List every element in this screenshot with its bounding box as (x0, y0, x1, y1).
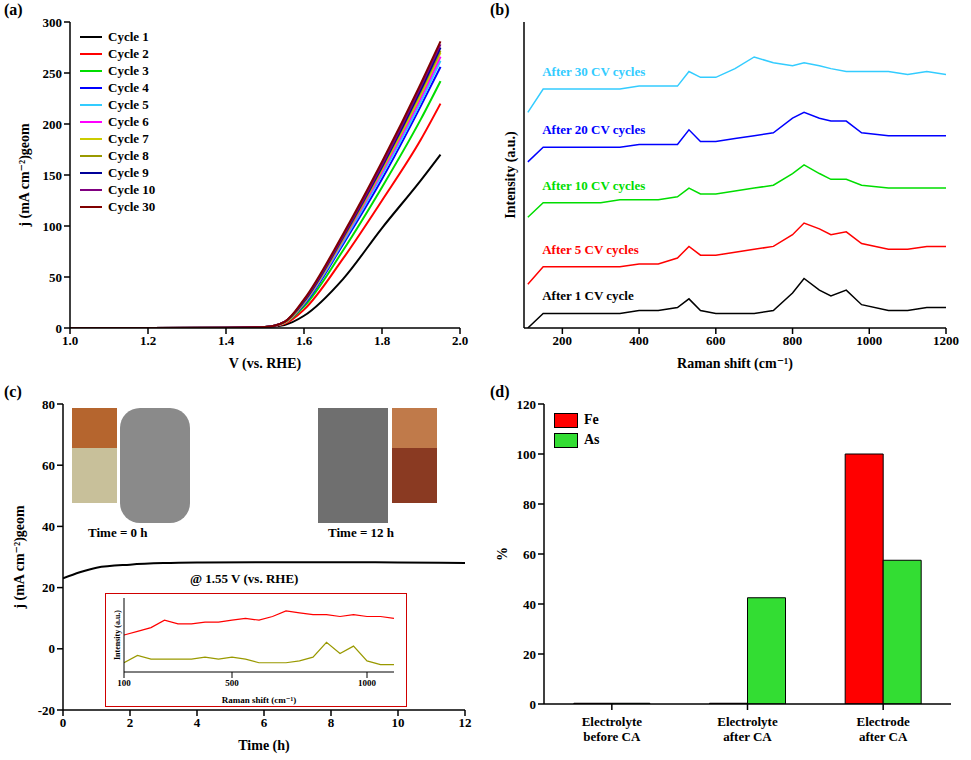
svg-text:20: 20 (42, 580, 55, 595)
svg-text:2: 2 (127, 715, 134, 730)
svg-text:60: 60 (523, 547, 536, 562)
svg-text:V (vs. RHE): V (vs. RHE) (229, 356, 302, 372)
svg-text:10: 10 (392, 715, 405, 730)
svg-text:j (mA cm⁻²)geom: j (mA cm⁻²)geom (12, 505, 28, 610)
svg-text:0: 0 (60, 715, 67, 730)
svg-text:Electrolytebefore CA: Electrolytebefore CA (582, 714, 643, 744)
svg-text:100: 100 (43, 219, 63, 234)
html-text:Cycle 4: Cycle 4 (108, 79, 149, 95)
html-text:Fe: Fe (584, 412, 599, 427)
svg-text:40: 40 (523, 597, 536, 612)
svg-text:0: 0 (49, 641, 56, 656)
html-text:Cycle 8: Cycle 8 (108, 147, 149, 163)
html-text:Cycle 9: Cycle 9 (108, 164, 149, 180)
svg-text:Intensity (a.u.): Intensity (a.u.) (503, 131, 519, 219)
svg-text:Raman shift (cm⁻¹): Raman shift (cm⁻¹) (222, 695, 296, 705)
html-text:Cycle 7: Cycle 7 (108, 130, 149, 146)
svg-text:250: 250 (43, 66, 63, 81)
svg-text:Electrolyteafter CA: Electrolyteafter CA (717, 714, 778, 744)
svg-text:8: 8 (328, 715, 335, 730)
svg-text:40: 40 (42, 519, 55, 534)
html-text:(d): (d) (490, 383, 510, 400)
svg-text:1.2: 1.2 (140, 333, 156, 348)
svg-text:200: 200 (553, 333, 573, 348)
svg-text:0: 0 (56, 321, 63, 336)
html-text:Cycle 5: Cycle 5 (108, 96, 149, 112)
svg-text:After 30 CV cycles: After 30 CV cycles (542, 64, 645, 79)
svg-text:Time (h): Time (h) (238, 738, 290, 754)
html-text:Cycle 10: Cycle 10 (108, 181, 156, 197)
html-text:Cycle 2: Cycle 2 (108, 45, 149, 61)
svg-text:1000: 1000 (358, 678, 377, 688)
svg-text:1.0: 1.0 (62, 333, 78, 348)
svg-text:After 20 CV cycles: After 20 CV cycles (542, 122, 645, 137)
svg-text:100: 100 (517, 447, 537, 462)
svg-text:After 5 CV cycles: After 5 CV cycles (542, 242, 639, 257)
svg-text:0: 0 (530, 697, 537, 712)
html-text:(b): (b) (490, 1, 510, 18)
svg-text:1.8: 1.8 (374, 333, 391, 348)
svg-text:150: 150 (43, 168, 63, 183)
svg-text:60: 60 (42, 458, 55, 473)
html-text:Cycle 30: Cycle 30 (108, 198, 156, 214)
html-text:Cycle 6: Cycle 6 (108, 113, 149, 129)
svg-text:Raman shift (cm⁻¹): Raman shift (cm⁻¹) (677, 356, 793, 372)
svg-text:600: 600 (706, 333, 726, 348)
html-text:@ 1.55 V (vs. RHE): @ 1.55 V (vs. RHE) (190, 571, 299, 586)
svg-text:1200: 1200 (933, 333, 959, 348)
svg-text:20: 20 (523, 647, 536, 662)
svg-text:4: 4 (194, 715, 201, 730)
svg-text:50: 50 (49, 270, 62, 285)
svg-text:j (mA cm⁻²)geom: j (mA cm⁻²)geom (17, 123, 33, 228)
svg-text:-20: -20 (38, 703, 55, 718)
svg-text:After 1 CV cycle: After 1 CV cycle (542, 288, 634, 303)
svg-text:Intensity (a.u.): Intensity (a.u.) (113, 610, 122, 660)
svg-text:After 10 CV cycles: After 10 CV cycles (542, 178, 645, 193)
svg-text:1.4: 1.4 (218, 333, 235, 348)
html-text:Time = 0 h: Time = 0 h (88, 525, 148, 540)
svg-text:6: 6 (261, 715, 268, 730)
svg-text:2.0: 2.0 (452, 333, 468, 348)
svg-text:12: 12 (459, 715, 472, 730)
svg-text:1000: 1000 (856, 333, 882, 348)
html-text:(a): (a) (4, 1, 23, 18)
html-text:Cycle 1: Cycle 1 (108, 28, 149, 44)
svg-text:1.6: 1.6 (296, 333, 313, 348)
svg-text:200: 200 (43, 117, 63, 132)
svg-text:400: 400 (629, 333, 649, 348)
svg-text:100: 100 (117, 678, 131, 688)
svg-text:%: % (495, 547, 510, 561)
html-text:Cycle 3: Cycle 3 (108, 62, 149, 78)
svg-text:800: 800 (783, 333, 803, 348)
html-text:(c): (c) (4, 383, 22, 400)
svg-text:120: 120 (517, 397, 537, 412)
html-text:As: As (584, 432, 600, 447)
svg-text:80: 80 (42, 397, 55, 412)
svg-text:500: 500 (225, 678, 239, 688)
html-text:Time = 12 h: Time = 12 h (328, 525, 394, 540)
svg-text:300: 300 (43, 15, 63, 30)
svg-text:80: 80 (523, 497, 536, 512)
svg-text:Electrodeafter CA: Electrodeafter CA (857, 714, 910, 744)
